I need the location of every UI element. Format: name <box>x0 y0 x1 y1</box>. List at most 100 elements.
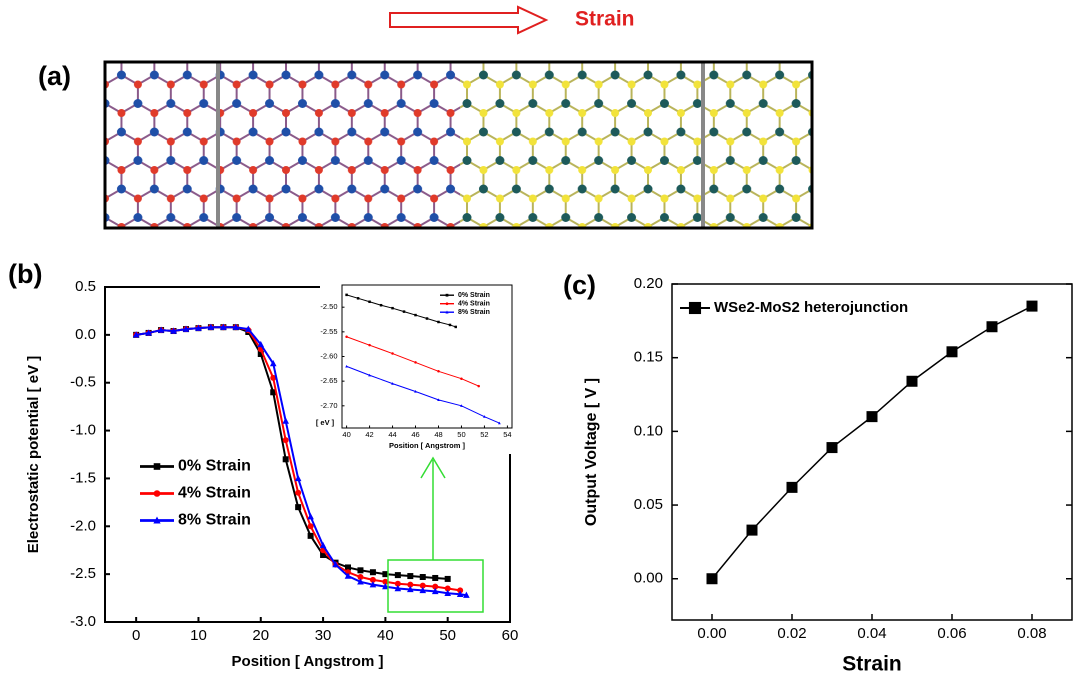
marker <box>394 584 402 592</box>
marker <box>431 587 439 595</box>
marker <box>391 306 394 310</box>
marker <box>245 325 252 332</box>
y-tick-label: -1.0 <box>70 422 96 439</box>
lattice-diagram <box>103 60 814 230</box>
marker <box>356 297 360 300</box>
marker <box>906 375 918 387</box>
marker <box>270 389 277 396</box>
marker <box>157 326 165 333</box>
marker <box>432 583 439 590</box>
legend-label: 0% Strain <box>178 458 251 475</box>
marker <box>444 589 451 596</box>
marker <box>460 404 463 407</box>
x-tick-label: 54 <box>503 430 511 439</box>
marker <box>419 574 426 581</box>
marker <box>295 504 302 511</box>
y-tick-label: -0.5 <box>70 374 96 391</box>
x-tick-label: 0 <box>132 627 140 644</box>
y-tick-label: 0.10 <box>634 422 663 439</box>
y-tick-label: -3.0 <box>70 613 96 630</box>
marker <box>379 303 383 307</box>
marker <box>195 324 202 331</box>
x-tick-label: 60 <box>502 627 519 644</box>
marker <box>391 382 394 385</box>
y-tick-label: -2.55 <box>320 327 337 336</box>
marker <box>307 513 314 520</box>
legend-label: 4% Strain <box>178 485 251 502</box>
marker <box>319 541 327 549</box>
marker <box>257 351 264 357</box>
marker <box>419 582 426 589</box>
x-tick-label: 0.04 <box>857 625 886 642</box>
mos2-lattice <box>460 63 811 227</box>
marker <box>391 352 394 355</box>
marker <box>986 321 998 333</box>
x-tick-label: 40 <box>342 430 350 439</box>
zoom-box <box>387 559 484 613</box>
marker <box>332 560 339 568</box>
legend-marker <box>153 490 161 497</box>
legend-marker <box>445 293 449 297</box>
legend-marker <box>153 516 161 524</box>
marker <box>132 331 140 338</box>
y-tick-label: 0.5 <box>75 278 96 295</box>
y-tick-label: -2.50 <box>320 302 337 311</box>
y-tick-label: 0.05 <box>634 496 663 513</box>
legend-marker <box>445 302 449 306</box>
y-tick-label: -2.0 <box>70 517 96 534</box>
marker <box>270 374 277 381</box>
marker <box>145 329 152 336</box>
x-tick-label: 50 <box>457 430 465 439</box>
marker <box>307 532 314 539</box>
marker <box>357 567 364 574</box>
marker <box>170 327 177 334</box>
legend-marker <box>445 310 449 314</box>
marker <box>457 587 464 594</box>
x-tick-label: 42 <box>365 430 373 439</box>
series-line <box>711 305 1033 580</box>
marker <box>497 421 501 425</box>
marker <box>414 361 417 364</box>
x-tick-label: 46 <box>411 430 419 439</box>
marker <box>382 582 389 590</box>
x-axis-label: Position [ Angstrom ] <box>389 441 465 450</box>
marker <box>407 585 414 593</box>
marker <box>407 581 414 588</box>
y-axis-label: Electrostatic potential [ eV ] <box>25 356 42 554</box>
y-tick-label: 0.15 <box>634 349 663 366</box>
marker <box>437 370 440 373</box>
series-line <box>346 365 500 424</box>
marker <box>368 343 371 347</box>
y-tick-label: 0.0 <box>75 326 96 343</box>
y-tick-label: -2.70 <box>320 401 337 410</box>
marker <box>394 572 401 579</box>
marker <box>414 390 417 393</box>
x-tick-label: 48 <box>434 430 442 439</box>
panel-label: (b) <box>8 259 42 289</box>
marker <box>357 574 364 581</box>
marker <box>307 523 314 530</box>
marker <box>182 325 190 332</box>
marker <box>220 323 227 330</box>
y-tick-label: -2.65 <box>320 376 337 385</box>
marker <box>460 377 463 380</box>
y-axis-label: Output Voltage [ V ] <box>583 378 600 526</box>
marker <box>357 578 364 585</box>
marker <box>282 417 289 424</box>
marker <box>269 359 277 367</box>
marker <box>282 456 289 463</box>
strain-label: Strain <box>575 8 635 31</box>
marker <box>282 437 289 444</box>
marker <box>437 320 440 324</box>
marker <box>344 572 352 579</box>
marker <box>425 317 429 320</box>
marker <box>454 325 457 329</box>
plot-frame <box>671 283 1073 621</box>
legend-label: 8% Strain <box>178 512 251 529</box>
marker <box>368 373 371 377</box>
marker <box>207 323 215 330</box>
marker <box>394 580 401 587</box>
x-tick-label: 20 <box>252 627 269 644</box>
panel-label: (a) <box>38 61 71 91</box>
legend-label: 4% Strain <box>458 301 490 308</box>
